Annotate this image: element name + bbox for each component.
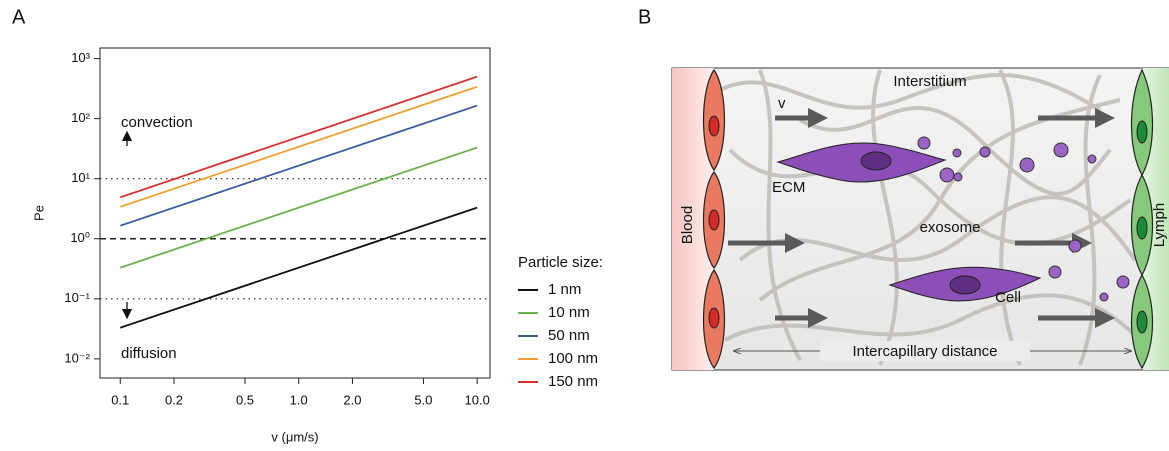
x-tick-label: 5.0 bbox=[414, 392, 432, 407]
annotation: diffusion bbox=[121, 345, 177, 362]
annotation: convection bbox=[121, 114, 193, 131]
x-tick-label: 10.0 bbox=[465, 392, 490, 407]
exosomes bbox=[917, 136, 1130, 302]
panel-label: B bbox=[638, 6, 651, 28]
diagram: Interstitium v ECM exosome Cell Intercap… bbox=[671, 67, 1169, 371]
lymph-nuclei bbox=[1136, 120, 1148, 334]
legend-label: 10 nm bbox=[548, 304, 590, 321]
legend-title: Particle size: bbox=[518, 254, 603, 271]
x-tick-label: 2.0 bbox=[343, 392, 361, 407]
blood-label: Blood bbox=[679, 206, 696, 244]
y-tick-label: 10⁰ bbox=[70, 230, 90, 245]
y-tick-label: 10² bbox=[71, 110, 90, 125]
distance-label: Intercapillary distance bbox=[852, 343, 997, 360]
series-line bbox=[119, 146, 478, 269]
y-axis-label: Pe bbox=[31, 205, 46, 221]
y-tick-label: 10¹ bbox=[71, 170, 90, 185]
series-line bbox=[119, 85, 478, 208]
series-line bbox=[119, 75, 478, 199]
x-tick-label: 0.5 bbox=[236, 392, 254, 407]
series-line bbox=[119, 104, 478, 227]
y-tick-label: 10³ bbox=[71, 50, 90, 65]
exosome-label: exosome bbox=[920, 219, 981, 236]
label-bg bbox=[820, 341, 1030, 361]
x-tick-label: 0.2 bbox=[165, 392, 183, 407]
legend-label: 1 nm bbox=[548, 281, 581, 298]
legend-label: 50 nm bbox=[548, 327, 590, 344]
blood-nuclei bbox=[708, 115, 720, 329]
velocity-label: v bbox=[778, 95, 786, 112]
y-tick-label: 10⁻² bbox=[64, 350, 90, 365]
cells bbox=[776, 142, 1042, 302]
panel-label: A bbox=[12, 6, 26, 28]
plot-frame bbox=[99, 47, 491, 379]
series-line bbox=[119, 206, 478, 329]
legend-label: 100 nm bbox=[548, 350, 598, 367]
ecm-label: ECM bbox=[772, 179, 805, 196]
interstitium-label: Interstitium bbox=[893, 73, 966, 90]
x-tick-label: 1.0 bbox=[290, 392, 308, 407]
x-tick-label: 0.1 bbox=[111, 392, 129, 407]
y-tick-label: 10⁻¹ bbox=[64, 290, 90, 305]
chart: 0.1 0.2 0.5 1.0 2.0 5.0 10.0 10⁻² 10⁻¹ 10⁰ 10¹ 10² 1… bbox=[31, 47, 603, 444]
lymph-label: Lymph bbox=[1151, 203, 1168, 247]
legend-label: 150 nm bbox=[548, 373, 598, 390]
cell-label: Cell bbox=[995, 289, 1021, 306]
x-axis-label: v (μm/s) bbox=[271, 429, 318, 444]
